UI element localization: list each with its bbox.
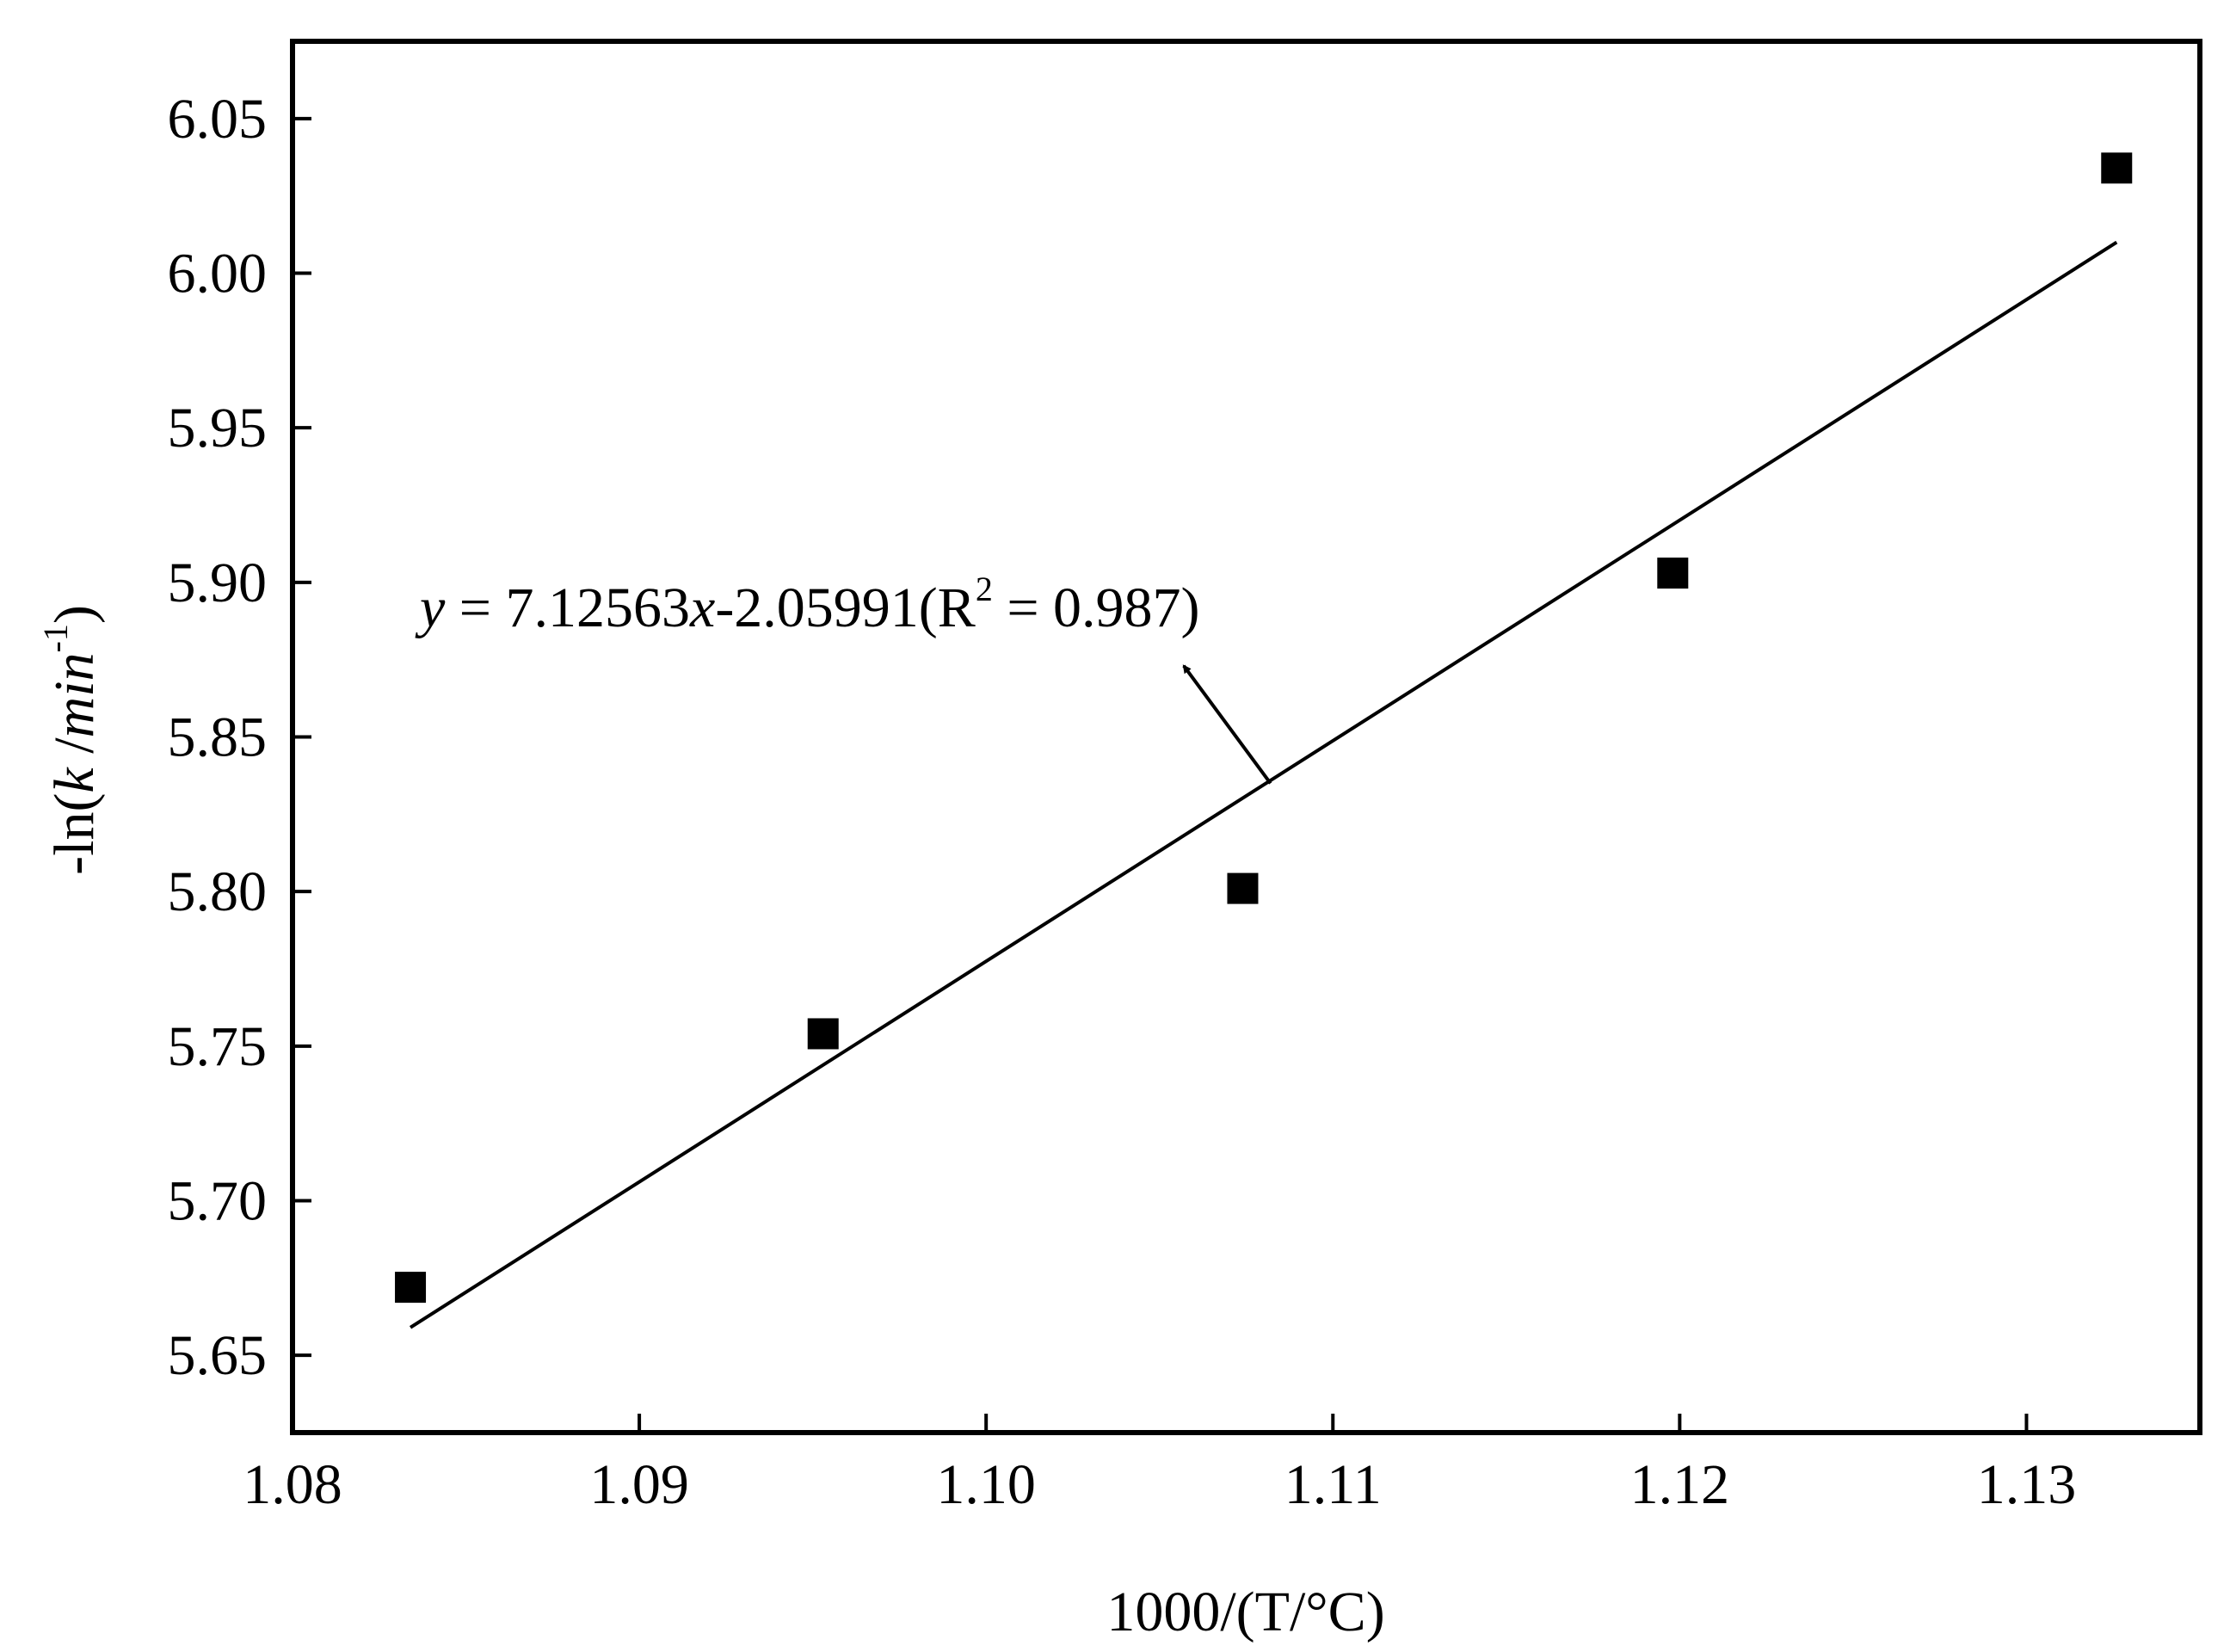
equation-label: y = 7.12563x-2.05991(R2 = 0.987) xyxy=(415,570,1200,639)
x-tick-label: 1.09 xyxy=(589,1453,689,1516)
data-point xyxy=(807,1018,839,1050)
equation-part3: = 0.987) xyxy=(993,576,1200,639)
y-tick-label: 5.95 xyxy=(168,397,268,459)
x-tick-label: 1.13 xyxy=(1977,1453,2077,1516)
fit-line xyxy=(409,240,2118,1329)
ylabel-sup: -1 xyxy=(36,624,75,652)
y-tick-label: 5.90 xyxy=(168,552,268,614)
data-points xyxy=(395,152,2133,1304)
x-tick-label: 1.08 xyxy=(243,1453,342,1516)
y-tick-label: 5.70 xyxy=(168,1170,268,1233)
x-ticks: 1.08 1.09 1.10 1.11 1.12 1.13 xyxy=(243,1414,2076,1516)
ylabel-prefix: -ln( xyxy=(43,793,106,875)
annotation-arrow xyxy=(1182,664,1272,785)
equation-x-var: x xyxy=(689,576,715,639)
x-tick-label: 1.12 xyxy=(1630,1453,1730,1516)
y-tick-label: 5.80 xyxy=(168,860,268,923)
ylabel-slash: / xyxy=(43,737,106,768)
y-tick-label: 5.85 xyxy=(168,706,268,769)
equation-sup: 2 xyxy=(976,570,993,608)
x-tick-label: 1.10 xyxy=(936,1453,1036,1516)
y-tick-label: 6.00 xyxy=(168,243,268,305)
data-point xyxy=(395,1272,427,1304)
y-tick-label: 5.65 xyxy=(168,1324,268,1387)
equation-part2: -2.05991(R xyxy=(715,576,975,639)
equation-part1: = 7.12563 xyxy=(445,576,690,639)
x-axis-title: 1000/(T/°C) xyxy=(1106,1581,1384,1643)
equation-y-var: y xyxy=(415,576,446,639)
x-tick-label: 1.11 xyxy=(1284,1453,1382,1516)
ylabel-min: min xyxy=(43,652,106,737)
y-ticks: 5.65 5.70 5.75 5.80 5.85 5.90 5.95 6.00 6.05 xyxy=(168,88,311,1387)
y-tick-label: 6.05 xyxy=(168,88,268,151)
data-point xyxy=(2101,152,2133,184)
ylabel-k: k xyxy=(43,767,106,793)
data-point xyxy=(1657,558,1689,589)
plot-frame xyxy=(290,39,2202,1435)
y-axis-title: -ln(k /min-1) xyxy=(36,605,106,875)
y-tick-label: 5.75 xyxy=(168,1015,268,1078)
data-point xyxy=(1227,872,1259,904)
ylabel-suffix: ) xyxy=(43,605,106,624)
